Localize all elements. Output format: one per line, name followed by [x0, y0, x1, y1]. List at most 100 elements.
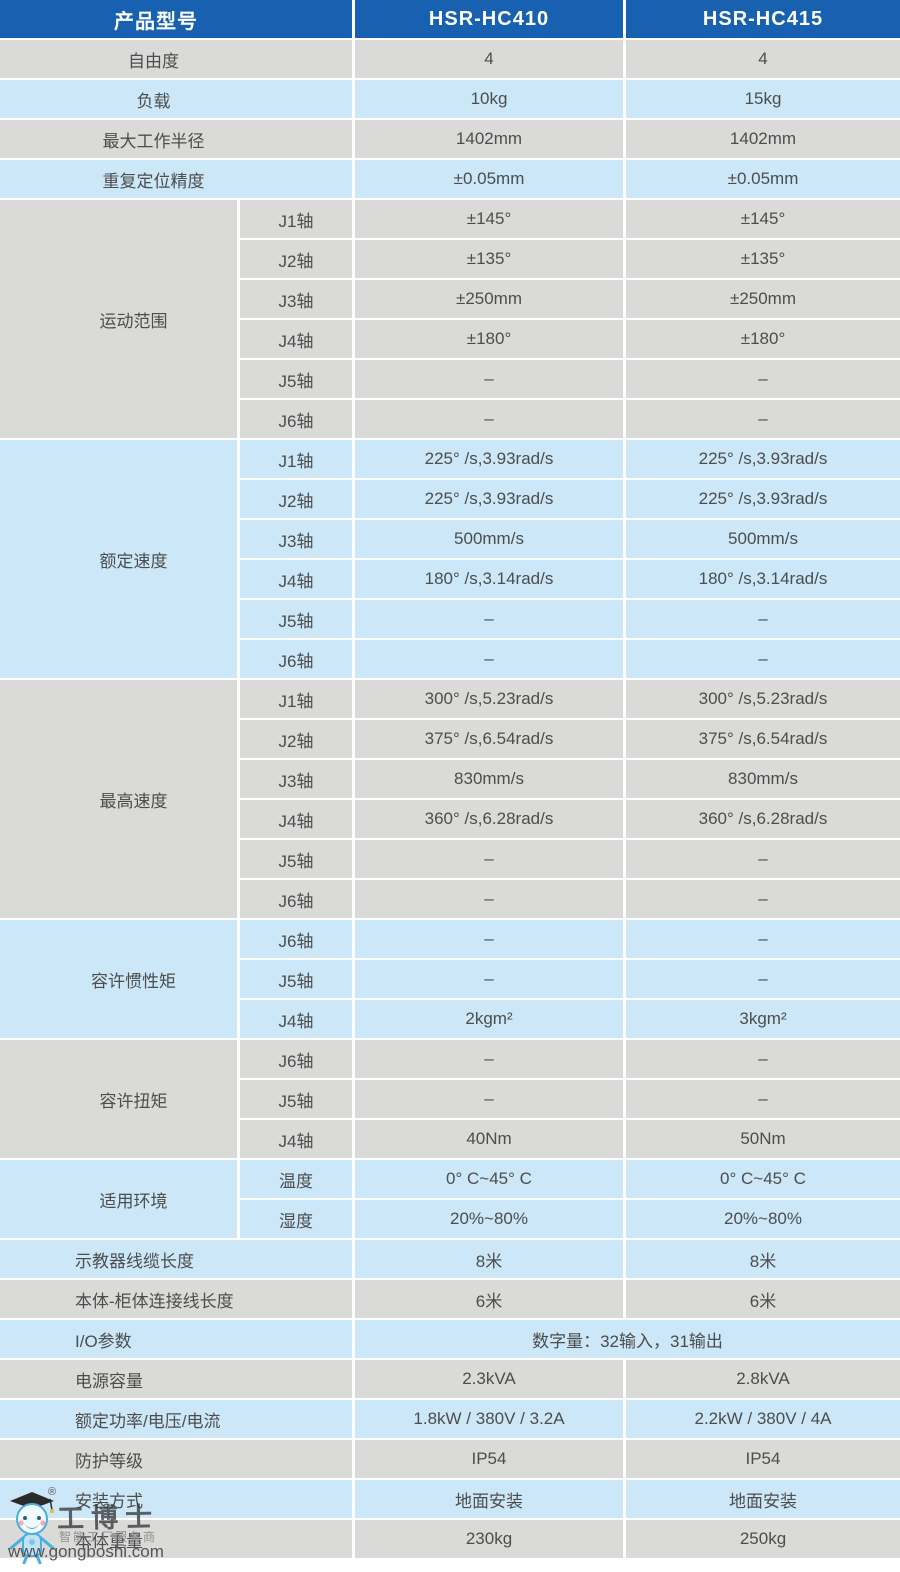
sub-label: J2轴 [240, 240, 352, 278]
spec-subrow: J5轴 – – [240, 1080, 900, 1118]
spec-row: 电源容量 2.3kVA 2.8kVA [0, 1360, 900, 1398]
sub-label: J4轴 [240, 800, 352, 838]
sub-label: J5轴 [240, 360, 352, 398]
cell-value-hc410: 0° C~45° C [355, 1160, 623, 1198]
cell-value-hc410: – [355, 880, 623, 918]
cell-value-hc415: 3kgm² [626, 1000, 900, 1038]
sub-label: J2轴 [240, 720, 352, 758]
cell-value-hc410: 230kg [355, 1520, 623, 1558]
spec-row: 防护等级 IP54 IP54 [0, 1440, 900, 1478]
spec-subrow: J3轴 ±250mm ±250mm [240, 280, 900, 318]
group-subrows: J1轴 225° /s,3.93rad/s 225° /s,3.93rad/s J2轴… [240, 440, 900, 678]
sub-label: J3轴 [240, 520, 352, 558]
cell-value-hc415: 0° C~45° C [626, 1160, 900, 1198]
cell-value-hc415: – [626, 400, 900, 438]
cell-value-hc410: 10kg [355, 80, 623, 118]
spec-subrow: J5轴 – – [240, 960, 900, 998]
cell-value-hc410: – [355, 1040, 623, 1078]
spec-subrow: J2轴 375° /s,6.54rad/s 375° /s,6.54rad/s [240, 720, 900, 758]
cell-value-hc415: – [626, 960, 900, 998]
cell-value-hc410: 8米 [355, 1240, 623, 1278]
cell-value-hc415: 4 [626, 40, 900, 78]
spec-subrow: J4轴 2kgm² 3kgm² [240, 1000, 900, 1038]
group-label: 容许惯性矩 [0, 920, 237, 1038]
cell-value-hc410: – [355, 640, 623, 678]
cell-value-hc410: 225° /s,3.93rad/s [355, 440, 623, 478]
cell-value-hc415: 2.2kW / 380V / 4A [626, 1400, 900, 1438]
header-model-hc410: HSR-HC410 [355, 0, 623, 38]
cell-value-hc410: – [355, 360, 623, 398]
cell-value-hc410: 180° /s,3.14rad/s [355, 560, 623, 598]
spec-subrow: J3轴 500mm/s 500mm/s [240, 520, 900, 558]
cell-value-hc415: 20%~80% [626, 1200, 900, 1238]
sub-label: J6轴 [240, 640, 352, 678]
spec-row: I/O参数 数字量：32输入，31输出 [0, 1320, 900, 1358]
spec-row-group: 最高速度 J1轴 300° /s,5.23rad/s 300° /s,5.23rad/… [0, 680, 900, 918]
cell-value-hc410: 300° /s,5.23rad/s [355, 680, 623, 718]
row-label: 重复定位精度 [0, 160, 352, 198]
spec-row: 额定功率/电压/电流 1.8kW / 380V / 3.2A 2.2kW / 380… [0, 1400, 900, 1438]
group-subrows: J1轴 300° /s,5.23rad/s 300° /s,5.23rad/s J2轴… [240, 680, 900, 918]
cell-value-hc410: – [355, 960, 623, 998]
header-product-label: 产品型号 [0, 0, 352, 38]
group-label: 额定速度 [0, 440, 237, 678]
cell-value-hc415: 360° /s,6.28rad/s [626, 800, 900, 838]
row-label: 电源容量 [0, 1360, 352, 1398]
spec-subrow: J6轴 – – [240, 400, 900, 438]
sub-label: J2轴 [240, 480, 352, 518]
cell-value-hc415: – [626, 360, 900, 398]
cell-value-hc415: – [626, 840, 900, 878]
group-label: 适用环境 [0, 1160, 237, 1238]
spec-subrow: J5轴 – – [240, 360, 900, 398]
cell-value-hc410: – [355, 600, 623, 638]
cell-value-hc410: 1402mm [355, 120, 623, 158]
cell-value-hc415: 180° /s,3.14rad/s [626, 560, 900, 598]
row-label: 防护等级 [0, 1440, 352, 1478]
spec-row: 本体重量 230kg 250kg [0, 1520, 900, 1558]
cell-value-hc415: – [626, 1080, 900, 1118]
cell-value-hc410: ±135° [355, 240, 623, 278]
cell-value-hc410: ±180° [355, 320, 623, 358]
spec-row-group: 容许惯性矩 J6轴 – – J5轴 – – J4轴 2kgm² 3kgm² [0, 920, 900, 1038]
cell-value-hc410: ±0.05mm [355, 160, 623, 198]
spec-subrow: J5轴 – – [240, 840, 900, 878]
cell-value-hc415: – [626, 640, 900, 678]
cell-value-hc410: – [355, 920, 623, 958]
cell-value-hc415: 225° /s,3.93rad/s [626, 480, 900, 518]
cell-value-hc415: ±250mm [626, 280, 900, 318]
row-label: 本体-柜体连接线长度 [0, 1280, 352, 1318]
sub-label: J4轴 [240, 1000, 352, 1038]
row-label: 示教器线缆长度 [0, 1240, 352, 1278]
cell-value-hc410: IP54 [355, 1440, 623, 1478]
cell-value-hc410: 2kgm² [355, 1000, 623, 1038]
cell-value-hc415: ±145° [626, 200, 900, 238]
cell-value-hc410: 830mm/s [355, 760, 623, 798]
cell-value-hc415: 50Nm [626, 1120, 900, 1158]
cell-value-hc410: 375° /s,6.54rad/s [355, 720, 623, 758]
row-label: 额定功率/电压/电流 [0, 1400, 352, 1438]
group-label: 最高速度 [0, 680, 237, 918]
header-row: 产品型号 HSR-HC410 HSR-HC415 [0, 0, 900, 38]
row-label: 自由度 [0, 40, 352, 78]
cell-value-hc415: 225° /s,3.93rad/s [626, 440, 900, 478]
sub-label: J3轴 [240, 760, 352, 798]
row-label: 最大工作半径 [0, 120, 352, 158]
cell-value-hc415: ±180° [626, 320, 900, 358]
cell-value-hc415: 375° /s,6.54rad/s [626, 720, 900, 758]
cell-value-hc415: ±135° [626, 240, 900, 278]
group-subrows: J6轴 – – J5轴 – – J4轴 2kgm² 3kgm² [240, 920, 900, 1038]
spec-row-group: 容许扭矩 J6轴 – – J5轴 – – J4轴 40Nm 50Nm [0, 1040, 900, 1158]
row-label: 安装方式 [0, 1480, 352, 1518]
spec-row-group: 运动范围 J1轴 ±145° ±145° J2轴 ±135° ±135° J3轴 ±250mm ±… [0, 200, 900, 438]
spec-subrow: J1轴 ±145° ±145° [240, 200, 900, 238]
spec-subrow: J4轴 180° /s,3.14rad/s 180° /s,3.14rad/s [240, 560, 900, 598]
cell-value-hc410: – [355, 400, 623, 438]
cell-value-hc415: ±0.05mm [626, 160, 900, 198]
spec-subrow: J6轴 – – [240, 920, 900, 958]
group-subrows: 温度 0° C~45° C 0° C~45° C 湿度 20%~80% 20%~80% [240, 1160, 900, 1238]
spec-subrow: J1轴 300° /s,5.23rad/s 300° /s,5.23rad/s [240, 680, 900, 718]
spec-subrow: J3轴 830mm/s 830mm/s [240, 760, 900, 798]
cell-value-hc410: 40Nm [355, 1120, 623, 1158]
spec-subrow: J5轴 – – [240, 600, 900, 638]
